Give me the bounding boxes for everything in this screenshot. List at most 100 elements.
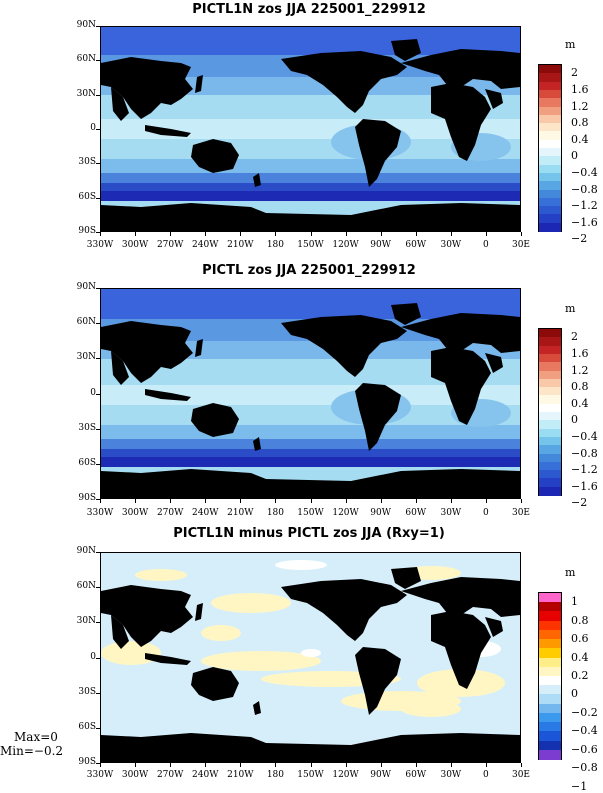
lon-label: 240W bbox=[192, 240, 219, 250]
lon-label: 60W bbox=[405, 770, 427, 780]
lon-label: 120W bbox=[332, 508, 359, 518]
lon-tick bbox=[310, 232, 312, 236]
colorbar-swatch bbox=[539, 478, 561, 488]
colorbar-swatch bbox=[539, 694, 561, 705]
lon-label: 150W bbox=[297, 508, 324, 518]
lon-tick bbox=[415, 232, 417, 236]
lon-tick bbox=[310, 499, 312, 503]
colorbar-swatch bbox=[539, 164, 561, 174]
colorbar-swatch bbox=[539, 81, 561, 91]
lat-label: 90S bbox=[78, 757, 96, 767]
lat-label: 0 bbox=[90, 387, 96, 398]
colorbar-swatch bbox=[539, 676, 561, 686]
colorbar-label: 1 bbox=[571, 595, 578, 609]
lon-tick bbox=[135, 499, 137, 503]
colorbar-swatch bbox=[539, 395, 561, 405]
colorbar-label: 1.6 bbox=[571, 346, 589, 360]
colorbar-swatch bbox=[539, 639, 561, 649]
colorbar-label: −0.8 bbox=[571, 446, 598, 460]
stat-max: Max=0 bbox=[14, 730, 58, 744]
panel-2-map bbox=[100, 288, 521, 499]
colorbar-label: −1.2 bbox=[571, 463, 598, 477]
colorbar-swatch bbox=[539, 222, 561, 232]
colorbar-label: 1.2 bbox=[571, 363, 589, 377]
lat-label: 0 bbox=[90, 651, 96, 662]
colorbar-swatch bbox=[539, 593, 561, 603]
colorbar-label: −2 bbox=[571, 496, 588, 510]
colorbar-swatch bbox=[539, 445, 561, 455]
lon-tick bbox=[485, 232, 487, 236]
lat-tick bbox=[96, 657, 100, 659]
lon-tick bbox=[240, 232, 242, 236]
lat-label: 90N bbox=[76, 20, 96, 30]
lon-tick bbox=[521, 499, 522, 503]
panel-3-map bbox=[100, 552, 521, 763]
lon-tick bbox=[345, 499, 347, 503]
colorbar-swatch bbox=[539, 611, 561, 622]
colorbar-swatch bbox=[539, 362, 561, 372]
lon-tick bbox=[345, 232, 347, 236]
lon-label: 240W bbox=[192, 770, 219, 780]
colorbar-swatch bbox=[539, 139, 561, 149]
lat-tick bbox=[96, 463, 100, 465]
colorbar-label: 0.8 bbox=[571, 116, 589, 130]
colorbar-label: −1 bbox=[571, 779, 588, 793]
colorbar-label: 2 bbox=[571, 66, 578, 80]
lat-tick bbox=[96, 499, 100, 500]
lat-label: 60N bbox=[76, 317, 96, 328]
lon-tick bbox=[170, 499, 172, 503]
lon-label: 60W bbox=[405, 508, 427, 518]
colorbar-label: 0 bbox=[571, 149, 578, 163]
lon-tick bbox=[170, 763, 172, 767]
colorbar-swatch bbox=[539, 749, 561, 760]
colorbar-swatch bbox=[539, 685, 561, 696]
lat-tick bbox=[96, 60, 100, 62]
colorbar-swatch bbox=[539, 73, 561, 83]
lon-tick bbox=[240, 763, 242, 767]
colorbar-swatch bbox=[539, 648, 561, 659]
lon-label: 30E bbox=[511, 240, 531, 250]
colorbar-label: −0.6 bbox=[571, 742, 598, 756]
lon-label: 240W bbox=[192, 508, 219, 518]
colorbar-swatch bbox=[539, 337, 561, 347]
colorbar-1-unit: m bbox=[565, 38, 576, 51]
colorbar-swatch bbox=[539, 620, 561, 631]
lon-tick bbox=[135, 763, 137, 767]
lat-label: 60N bbox=[76, 581, 96, 592]
lat-label: 90S bbox=[78, 493, 96, 503]
lon-tick bbox=[205, 232, 207, 236]
lon-label: 330W bbox=[86, 770, 114, 780]
lat-label: 90N bbox=[76, 546, 96, 556]
lon-label: 0 bbox=[483, 508, 489, 518]
colorbar-swatch bbox=[539, 486, 561, 496]
colorbar-swatch bbox=[539, 148, 561, 157]
lon-label: 180 bbox=[266, 240, 284, 250]
lon-label: 300W bbox=[121, 508, 149, 518]
colorbar-swatch bbox=[539, 106, 561, 116]
lon-tick bbox=[205, 499, 207, 503]
lon-label: 210W bbox=[227, 770, 254, 780]
colorbar-swatch bbox=[539, 172, 561, 182]
colorbar-swatch bbox=[539, 131, 561, 141]
colorbar-label: 0.8 bbox=[571, 380, 589, 394]
lon-label: 120W bbox=[332, 770, 359, 780]
lon-label: 30W bbox=[440, 770, 462, 780]
lon-label: 120W bbox=[332, 240, 359, 250]
colorbar-label: 0 bbox=[571, 413, 578, 427]
lon-tick bbox=[521, 763, 522, 767]
lon-tick bbox=[135, 232, 137, 236]
colorbar-swatch bbox=[539, 712, 561, 723]
lat-tick bbox=[96, 727, 100, 729]
colorbar-label: −0.2 bbox=[571, 705, 598, 719]
lat-label: 30S bbox=[78, 686, 96, 697]
colorbar-label: 1.6 bbox=[571, 82, 589, 96]
lat-tick bbox=[96, 428, 100, 430]
lon-tick bbox=[450, 499, 452, 503]
lon-label: 300W bbox=[121, 240, 149, 250]
colorbar-swatch bbox=[539, 420, 561, 430]
colorbar-label: 0.4 bbox=[571, 132, 589, 146]
lat-tick bbox=[96, 692, 100, 694]
lat-tick bbox=[96, 197, 100, 199]
colorbar-swatch bbox=[539, 98, 561, 108]
lon-label: 90W bbox=[370, 770, 391, 780]
